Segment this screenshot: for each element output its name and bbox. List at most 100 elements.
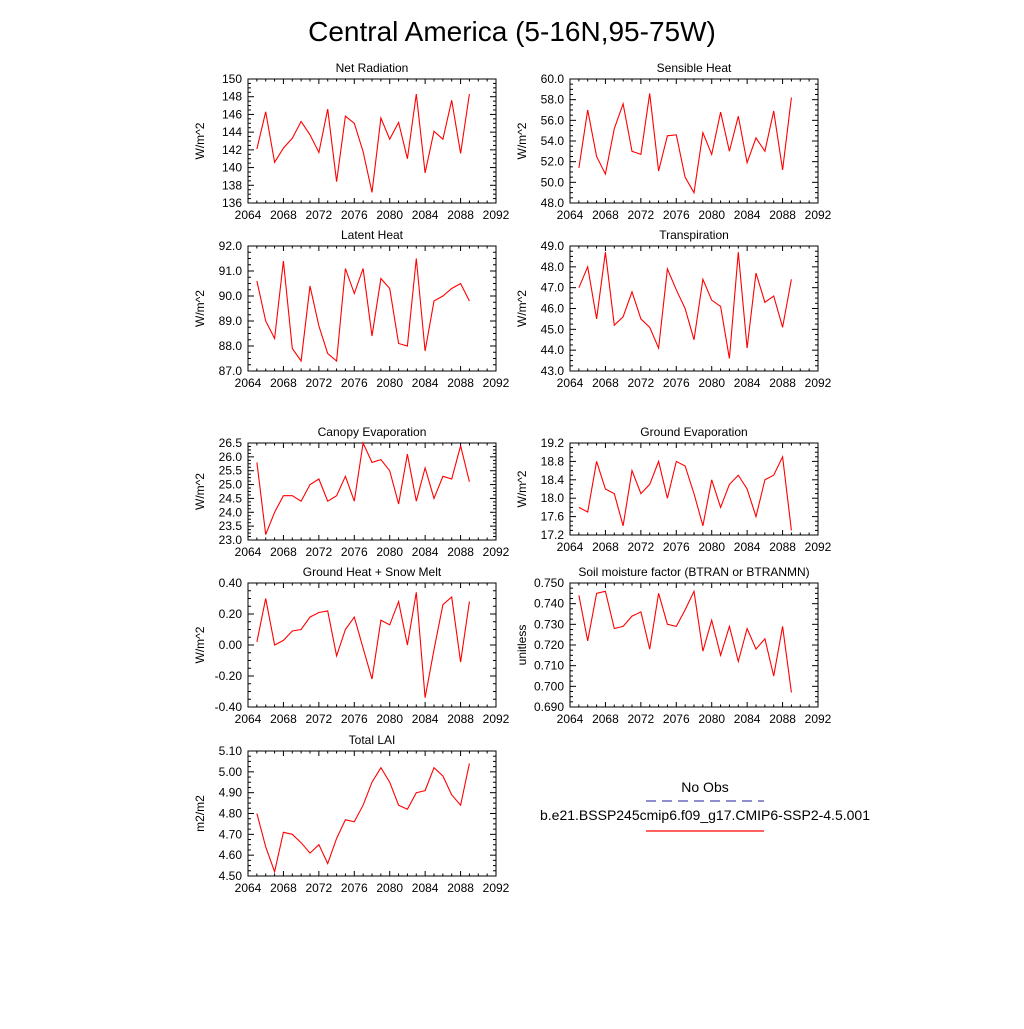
y-tick-label: 4.70 (219, 827, 243, 841)
page-title: Central America (5-16N,95-75W) (308, 16, 716, 47)
chart-panel: Total LAI m2/m2 2064 2068 2072 2076 2080 2084 20… (193, 733, 510, 895)
plot-frame (247, 245, 497, 372)
y-axis-label: unitless (515, 625, 529, 666)
y-axis-label: W/m^2 (193, 473, 207, 510)
x-tick-label: 2072 (306, 881, 333, 895)
y-tick-label: 90.0 (219, 289, 243, 303)
y-tick-label: 60.0 (541, 72, 565, 86)
x-tick-label: 2072 (306, 545, 333, 559)
series-line (256, 94, 470, 193)
y-axis-label: W/m^2 (515, 470, 529, 507)
y-tick-label: 0.720 (534, 638, 564, 652)
y-tick-label: 50.0 (541, 175, 565, 189)
x-tick-label: 2080 (698, 208, 725, 222)
x-tick-label: 2064 (557, 712, 584, 726)
x-tick-label: 2084 (412, 376, 439, 390)
x-tick-label: 2080 (376, 881, 403, 895)
x-tick-label: 2088 (447, 545, 474, 559)
x-tick-label: 2088 (769, 208, 796, 222)
plot-frame (247, 442, 497, 541)
y-tick-label: 144 (222, 125, 242, 139)
chart-panel: Canopy Evaporation W/m^2 2064 2068 2072 2076 2… (193, 425, 510, 559)
y-tick-label: 25.5 (219, 464, 243, 478)
series-line (256, 592, 470, 698)
chart-title: Net Radiation (336, 61, 409, 75)
x-tick-label: 2068 (270, 545, 297, 559)
y-tick-label: 23.5 (219, 519, 243, 533)
y-tick-label: 43.0 (541, 364, 565, 378)
chart-title: Sensible Heat (657, 61, 732, 75)
y-tick-label: 24.0 (219, 505, 243, 519)
y-tick-label: 25.0 (219, 478, 243, 492)
x-tick-label: 2064 (557, 540, 584, 554)
x-tick-label: 2088 (447, 208, 474, 222)
x-tick-label: 2064 (235, 208, 262, 222)
x-tick-label: 2076 (663, 540, 690, 554)
y-tick-label: 54.0 (541, 134, 565, 148)
y-tick-label: 52.0 (541, 155, 565, 169)
x-tick-label: 2064 (235, 712, 262, 726)
x-tick-label: 2072 (628, 208, 655, 222)
x-tick-label: 2064 (235, 881, 262, 895)
plot-frame (569, 78, 819, 204)
x-tick-label: 2072 (306, 208, 333, 222)
y-tick-label: 26.0 (219, 450, 243, 464)
x-tick-label: 2064 (557, 376, 584, 390)
x-tick-label: 2072 (306, 376, 333, 390)
x-tick-label: 2088 (447, 376, 474, 390)
y-tick-label: 56.0 (541, 113, 565, 127)
x-tick-label: 2084 (734, 208, 761, 222)
y-tick-label: 142 (222, 143, 242, 157)
y-tick-label: 18.8 (541, 454, 565, 468)
x-tick-label: 2084 (734, 712, 761, 726)
chart-title: Transpiration (659, 228, 729, 242)
x-tick-label: 2080 (698, 540, 725, 554)
x-tick-label: 2068 (270, 712, 297, 726)
y-tick-label: 136 (222, 196, 242, 210)
legend: No Obs b.e21.BSSP245cmip6.f09_g17.CMIP6-… (540, 779, 870, 832)
chart-title: Canopy Evaporation (318, 425, 427, 439)
y-tick-label: 87.0 (219, 364, 243, 378)
y-tick-label: 88.0 (219, 339, 243, 353)
y-tick-label: 5.00 (219, 765, 243, 779)
y-tick-label: 18.4 (541, 473, 565, 487)
plot-frame (247, 750, 497, 877)
y-tick-label: 44.0 (541, 343, 565, 357)
y-tick-label: 91.0 (219, 264, 243, 278)
y-tick-label: 0.740 (534, 597, 564, 611)
x-tick-label: 2088 (769, 540, 796, 554)
chart-title: Ground Evaporation (640, 425, 747, 439)
x-tick-label: 2076 (341, 208, 368, 222)
chart-panel: Ground Evaporation W/m^2 2064 2068 2072 2076 2… (515, 425, 832, 554)
x-tick-label: 2068 (592, 208, 619, 222)
y-axis-label: m2/m2 (193, 795, 207, 832)
x-tick-label: 2080 (376, 208, 403, 222)
y-tick-label: 4.50 (219, 869, 243, 883)
x-tick-label: 2072 (306, 712, 333, 726)
x-tick-label: 2092 (483, 881, 510, 895)
x-tick-label: 2064 (235, 376, 262, 390)
x-tick-label: 2076 (341, 376, 368, 390)
y-tick-label: 0.690 (534, 700, 564, 714)
x-tick-label: 2084 (412, 881, 439, 895)
chart-panel: Net Radiation W/m^2 2064 2068 2072 2076 2080 20… (193, 61, 510, 222)
chart-panel: Soil moisture factor (BTRAN or BTRANMN) u… (515, 565, 832, 726)
x-tick-label: 2076 (341, 545, 368, 559)
x-tick-label: 2084 (734, 540, 761, 554)
x-tick-label: 2084 (412, 712, 439, 726)
x-tick-label: 2068 (270, 208, 297, 222)
x-tick-label: 2064 (557, 208, 584, 222)
y-tick-label: 89.0 (219, 314, 243, 328)
chart-title: Latent Heat (341, 228, 404, 242)
x-tick-label: 2092 (483, 545, 510, 559)
series-line (578, 93, 792, 195)
y-tick-label: 23.0 (219, 533, 243, 547)
chart-panel: Ground Heat + Snow Melt W/m^2 2064 2068 2072… (193, 565, 510, 726)
x-tick-label: 2068 (592, 540, 619, 554)
y-tick-label: 0.700 (534, 679, 564, 693)
y-tick-label: 0.40 (219, 576, 243, 590)
x-tick-label: 2068 (592, 376, 619, 390)
chart-title: Soil moisture factor (BTRAN or BTRANMN) (578, 565, 809, 579)
y-axis-label: W/m^2 (515, 122, 529, 159)
